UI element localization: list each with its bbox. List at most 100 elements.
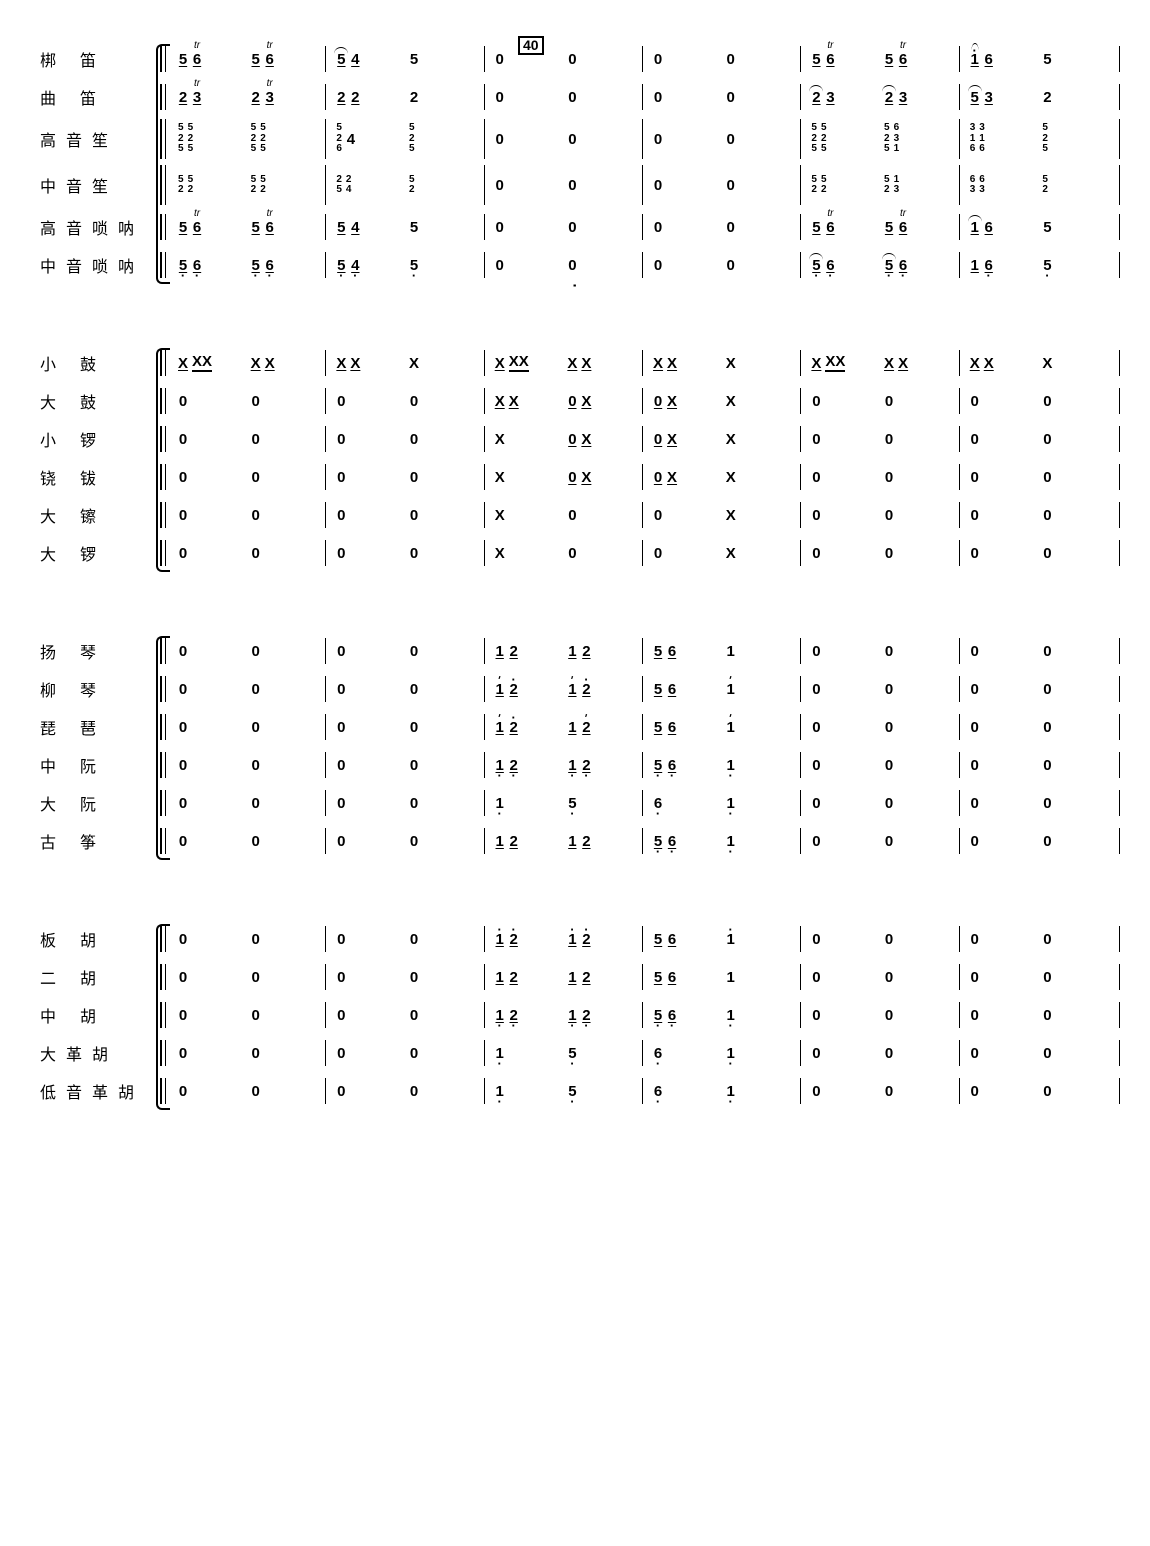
barline [1119, 714, 1120, 740]
note: 6 [984, 258, 994, 273]
note: 0 [251, 470, 261, 485]
note: 2 [581, 758, 591, 773]
note: 0 [495, 90, 505, 105]
beat: 0 [882, 758, 955, 773]
beat: XX [334, 356, 407, 371]
beat: 0 [176, 1008, 249, 1023]
note: 6 [825, 220, 835, 235]
barline [1119, 638, 1120, 664]
beat: 56 [249, 258, 322, 273]
note: X [653, 356, 663, 371]
beat: 56 [651, 720, 724, 735]
note: 0 [970, 796, 980, 811]
beat: 0 [407, 682, 480, 697]
barline [1119, 964, 1120, 990]
note: 5 [653, 1008, 663, 1023]
beat: 12 [565, 1008, 638, 1023]
barline [642, 426, 643, 452]
beat: 0 [407, 546, 480, 561]
note: 5 [653, 834, 663, 849]
note: 13 [894, 175, 900, 196]
beat: X [724, 356, 797, 371]
beat: 56 [651, 1008, 724, 1023]
barline [1119, 119, 1120, 159]
beat: 0 [882, 1046, 955, 1061]
note: 0 [1042, 394, 1052, 409]
note: 6 [192, 258, 202, 273]
note: 0 [495, 258, 505, 273]
note: 0 [970, 470, 980, 485]
note: 525 [188, 123, 194, 155]
beat: XX [968, 356, 1041, 371]
beat: 0 [407, 834, 480, 849]
note: 0 [495, 178, 505, 193]
staff-row: 曲 笛232322200002323532 [30, 78, 1120, 116]
beat: 12 [493, 834, 566, 849]
barline [959, 350, 960, 376]
beat: 0 [493, 132, 566, 147]
beat: 0 [407, 932, 480, 947]
note: 0 [1042, 1084, 1052, 1099]
beat: 56 [651, 758, 724, 773]
note: 0 [336, 720, 346, 735]
note: 0 [409, 1046, 419, 1061]
note: 0 [1042, 796, 1052, 811]
barline [642, 964, 643, 990]
beat: 2 [407, 90, 480, 105]
beat: 0 [968, 470, 1041, 485]
beat: 12 [565, 682, 638, 697]
note: X [495, 432, 505, 447]
note: 52 [251, 175, 257, 196]
beat: 0 [407, 1084, 480, 1099]
note: 0 [178, 970, 188, 985]
barline [642, 1002, 643, 1028]
beat: 0 [493, 258, 566, 273]
note: 0 [567, 220, 577, 235]
barline [642, 926, 643, 952]
note: 0 [336, 970, 346, 985]
beat: 0 [968, 834, 1041, 849]
beat: 0 [1040, 970, 1113, 985]
barline [325, 714, 326, 740]
beat: 0 [334, 834, 407, 849]
beat: 0 [968, 932, 1041, 947]
beat: 0 [968, 394, 1041, 409]
beat: 0 [809, 1008, 882, 1023]
beat: XX [882, 356, 955, 371]
barline [1119, 926, 1120, 952]
note: 6 [653, 796, 663, 811]
beat: 0 [176, 1046, 249, 1061]
note: 1 [567, 758, 577, 773]
note: 4 [346, 132, 356, 147]
beat: 0 [882, 546, 955, 561]
note: 0 [336, 644, 346, 659]
beat: 1 [724, 720, 797, 735]
note: 52 [1042, 175, 1048, 196]
beat: 0 [882, 1084, 955, 1099]
beat: 0 [176, 932, 249, 947]
note: 0 [409, 834, 419, 849]
note: 0 [811, 682, 821, 697]
barline [959, 964, 960, 990]
note: 0 [409, 470, 419, 485]
beat: 0 [176, 432, 249, 447]
note: 0 [251, 1084, 261, 1099]
barline [642, 790, 643, 816]
beat: 0 [565, 178, 638, 193]
staff: 0000X00X0000 [160, 534, 1120, 572]
note: 0 [653, 178, 663, 193]
beat: 525631 [882, 123, 955, 155]
barline [800, 388, 801, 414]
note: 0 [251, 932, 261, 947]
beat: 2 [1040, 90, 1113, 105]
barline [959, 714, 960, 740]
barline [325, 464, 326, 490]
barline [642, 828, 643, 854]
note: 0 [567, 470, 577, 485]
note: 0 [251, 1046, 261, 1061]
instrument-label: 小 鼓 [30, 351, 160, 375]
beat: 0 [968, 432, 1041, 447]
note: 0 [409, 758, 419, 773]
beat: 52 [1040, 175, 1113, 196]
beat: 56 [651, 682, 724, 697]
